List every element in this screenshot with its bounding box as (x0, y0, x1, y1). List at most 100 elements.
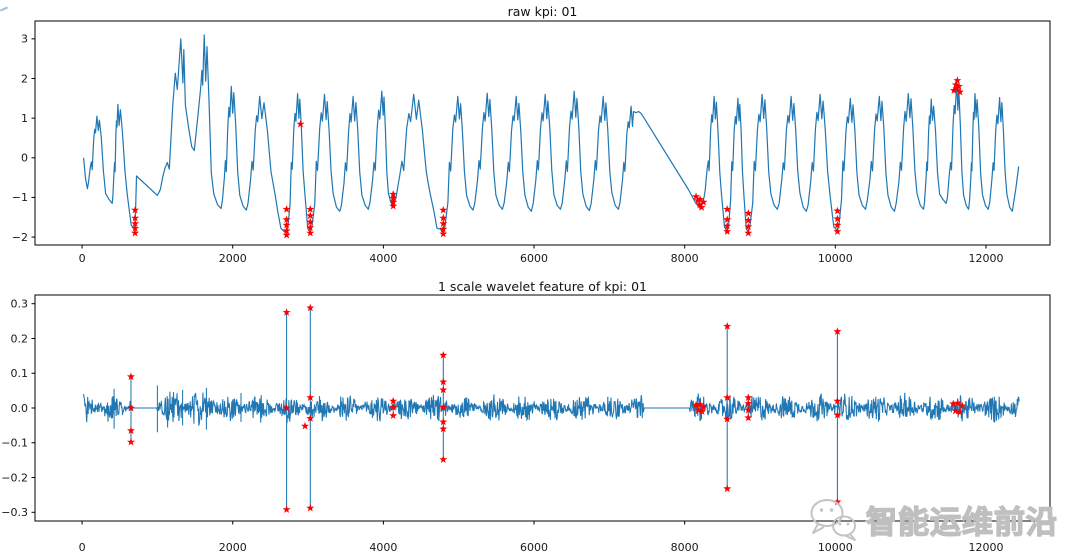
anomaly-star-marker (306, 205, 315, 213)
anomaly-star-marker (306, 414, 315, 422)
anomaly-star-marker (127, 426, 135, 434)
anomaly-star-marker (696, 195, 705, 203)
x-tick-label: 4000 (369, 252, 397, 265)
anomaly-star-marker (950, 86, 958, 94)
anomaly-star-marker (833, 221, 842, 229)
anomaly-star-marker (439, 403, 448, 411)
anomaly-star-marker (833, 396, 842, 405)
anomaly-star-marker (833, 497, 842, 506)
y-tick-label: 0.3 (11, 297, 29, 310)
anomaly-star-marker (439, 219, 448, 227)
anomaly-star-marker (694, 405, 703, 414)
anomaly-star-marker (951, 406, 960, 415)
y-tick-label: 3 (21, 33, 28, 46)
y-tick-label: 0.1 (11, 367, 29, 380)
anomaly-star-marker (723, 205, 732, 213)
plot-spines (34, 294, 1051, 522)
anomaly-star-marker (282, 505, 291, 513)
anomaly-star-marker (389, 411, 398, 419)
axes-ticks: 0 2000 4000 6000 8000 10000 12000 0.3 0.2 0.1 0.0 −… (1, 297, 1003, 554)
y-tick-label: −2 (12, 231, 28, 244)
anomaly-star-marker (439, 213, 448, 222)
wavelet-series-line (83, 307, 1020, 511)
x-tick-label: 6000 (520, 252, 548, 265)
anomaly-star-marker (698, 407, 706, 415)
y-tick-label: 0 (21, 152, 28, 165)
x-tick-label: 8000 (671, 252, 699, 265)
anomaly-star-marker (127, 372, 135, 381)
anomaly-star-marker (389, 190, 398, 198)
axes-ticks: 0 2000 4000 6000 8000 10000 12000 3 2 1 0 −1 −2 (12, 33, 1004, 265)
wavelet-feature-chart: 0 2000 4000 6000 8000 10000 12000 0.3 0.2 0.1 0.0 −… (1, 279, 1051, 554)
anomaly-star-marker (723, 484, 732, 493)
anomaly-star-marker (833, 206, 842, 215)
anomaly-star-marker (296, 119, 305, 128)
anomaly-star-marker (389, 198, 398, 206)
anomaly-star-marker (744, 393, 753, 401)
anomaly-star-marker (744, 209, 753, 217)
y-tick-label: −0.3 (1, 506, 28, 519)
anomaly-star-marker (744, 405, 753, 414)
anomaly-star-marker (956, 87, 964, 96)
anomaly-star-marker (127, 403, 135, 412)
anomaly-star-marker (131, 219, 140, 227)
anomaly-star-marker (699, 402, 708, 410)
anomaly-star-marker (389, 403, 398, 411)
anomaly-star-marker (282, 403, 291, 412)
anomaly-star-marker (958, 401, 967, 410)
anomaly-star-marker (949, 399, 958, 408)
y-tick-label: 0.0 (11, 402, 29, 415)
anomaly-star-marker (951, 80, 960, 89)
y-tick-label: 2 (21, 72, 28, 85)
y-tick-label: 0.2 (11, 332, 29, 345)
anomaly-star-marker (956, 408, 964, 416)
anomaly-star-marker (744, 222, 753, 231)
anomaly-star-marker (389, 396, 398, 405)
anomaly-star-marker (439, 224, 448, 233)
anomaly-star-marker (953, 398, 962, 407)
y-tick-label: −0.1 (1, 437, 28, 450)
anomaly-star-marker (301, 421, 309, 430)
x-tick-label: 0 (79, 252, 86, 265)
anomaly-star-marker (833, 227, 842, 235)
anomaly-star-marker (282, 205, 291, 213)
anomaly-star-marker (833, 327, 842, 335)
anomaly-star-marker (699, 198, 708, 206)
anomaly-star-marker (306, 223, 315, 231)
anomaly-star-marker (723, 393, 732, 401)
anomaly-star-marker (282, 230, 291, 239)
anomaly-star-marker (723, 227, 732, 235)
y-tick-label: 1 (21, 112, 28, 125)
anomaly-star-marker (692, 401, 700, 409)
anomaly-star-marker (723, 215, 732, 223)
anomaly-star-marker (744, 228, 753, 237)
anomaly-star-marker (439, 377, 448, 386)
anomaly-star-marker (723, 221, 732, 230)
anomaly-star-marker (952, 84, 961, 92)
anomaly-star-marker (439, 417, 448, 426)
x-tick-label: 10000 (818, 252, 853, 265)
x-tick-label: 2000 (219, 252, 247, 265)
chart-title: raw kpi: 01 (508, 4, 578, 19)
anomaly-star-marker (439, 424, 448, 433)
anomaly-star-marker (127, 437, 135, 446)
anomaly-star-marker (744, 399, 753, 407)
x-tick-label: 0 (79, 541, 86, 554)
anomaly-star-marker (439, 229, 448, 238)
anomaly-star-marker (723, 414, 732, 423)
anomaly-star-marker (439, 385, 448, 394)
anomaly-star-marker (723, 322, 732, 330)
anomaly-star-marker (954, 82, 963, 90)
anomaly-star-marker (953, 76, 962, 84)
anomaly-star-marker (833, 410, 842, 419)
anomaly-stars (131, 76, 964, 239)
anomaly-star-marker (306, 228, 315, 237)
anomaly-star-marker (306, 217, 315, 226)
raw-kpi-chart: 0 2000 4000 6000 8000 10000 12000 3 2 1 0 −1 −2 raw k… (12, 4, 1051, 265)
x-tick-label: 12000 (968, 541, 1003, 554)
anomaly-star-marker (833, 214, 842, 223)
y-tick-label: −1 (12, 191, 28, 204)
anomaly-star-marker (131, 213, 140, 222)
x-tick-label: 2000 (219, 541, 247, 554)
